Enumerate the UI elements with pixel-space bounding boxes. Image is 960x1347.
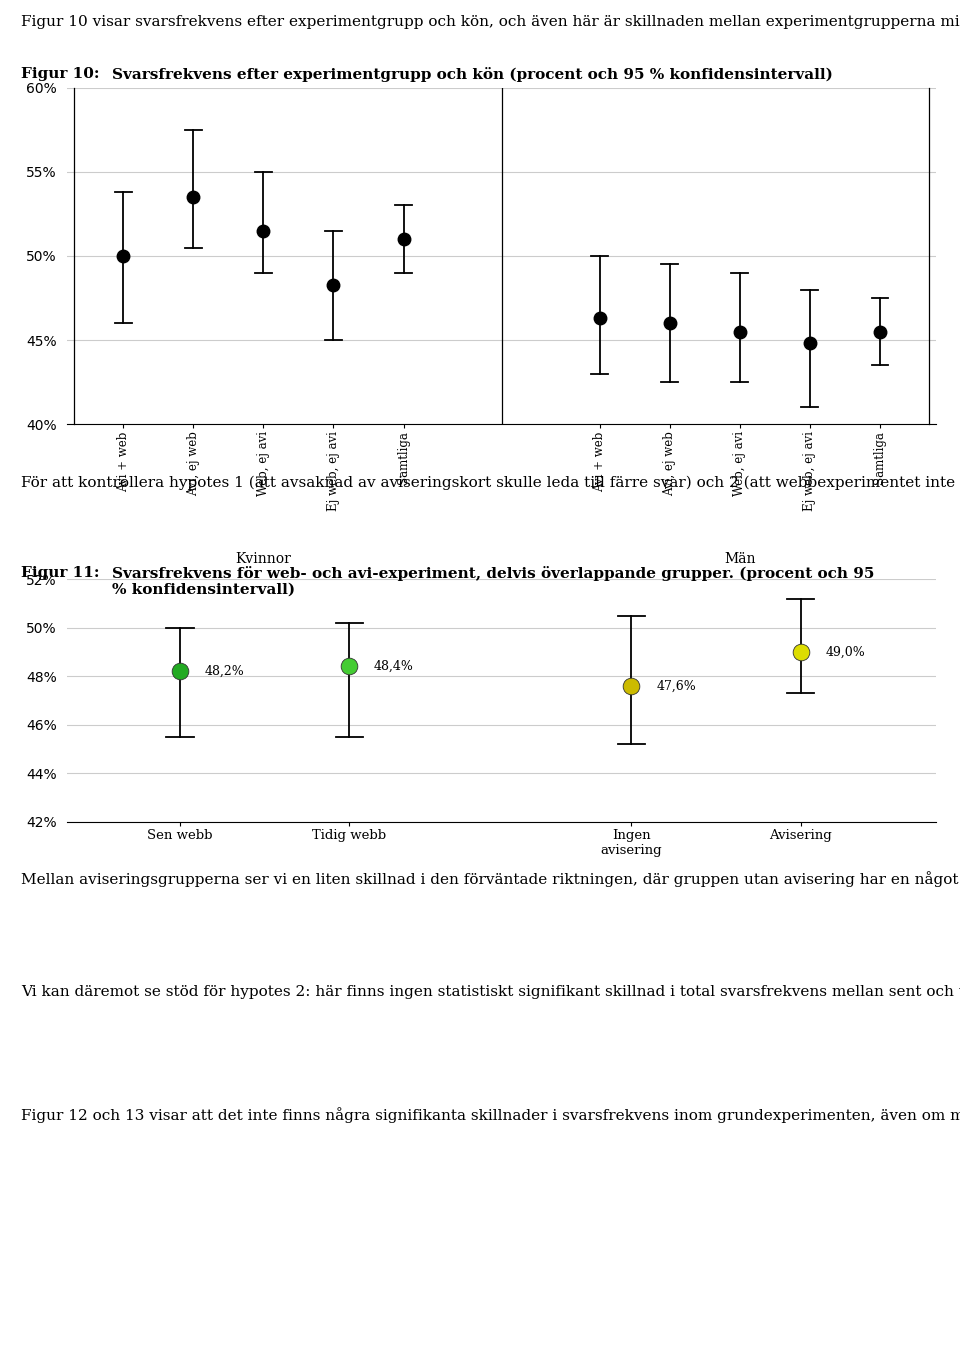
Text: 48,4%: 48,4%	[374, 660, 414, 674]
Text: 47,6%: 47,6%	[657, 679, 696, 692]
Text: 49,0%: 49,0%	[826, 645, 865, 659]
Text: Svarsfrekvens för web- och avi-experiment, delvis överlappande grupper. (procent: Svarsfrekvens för web- och avi-experimen…	[112, 566, 875, 597]
Text: Figur 11:: Figur 11:	[21, 566, 100, 579]
Text: För att kontrollera hypotes 1 (att avsaknad av aviseringskort skulle leda till f: För att kontrollera hypotes 1 (att avsak…	[21, 474, 960, 490]
Text: Mellan aviseringsgrupperna ser vi en liten skillnad i den förväntade riktningen,: Mellan aviseringsgrupperna ser vi en lit…	[21, 872, 960, 888]
Text: Svarsfrekvens efter experimentgrupp och kön (procent och 95 % konfidensintervall: Svarsfrekvens efter experimentgrupp och …	[112, 67, 833, 82]
Text: Figur 10 visar svarsfrekvens efter experimentgrupp och kön, och även här är skil: Figur 10 visar svarsfrekvens efter exper…	[21, 15, 960, 28]
Text: Figur 10:: Figur 10:	[21, 67, 100, 81]
Text: Figur 12 och 13 visar att det inte finns några signifikanta skillnader i svarsfr: Figur 12 och 13 visar att det inte finns…	[21, 1107, 960, 1123]
Text: Kvinnor: Kvinnor	[235, 552, 291, 566]
Text: Män: Män	[724, 552, 756, 566]
Text: 48,2%: 48,2%	[204, 665, 245, 678]
Text: Vi kan däremot se stöd för hypotes 2: här finns ingen statistiskt signifikant sk: Vi kan däremot se stöd för hypotes 2: hä…	[21, 983, 960, 999]
